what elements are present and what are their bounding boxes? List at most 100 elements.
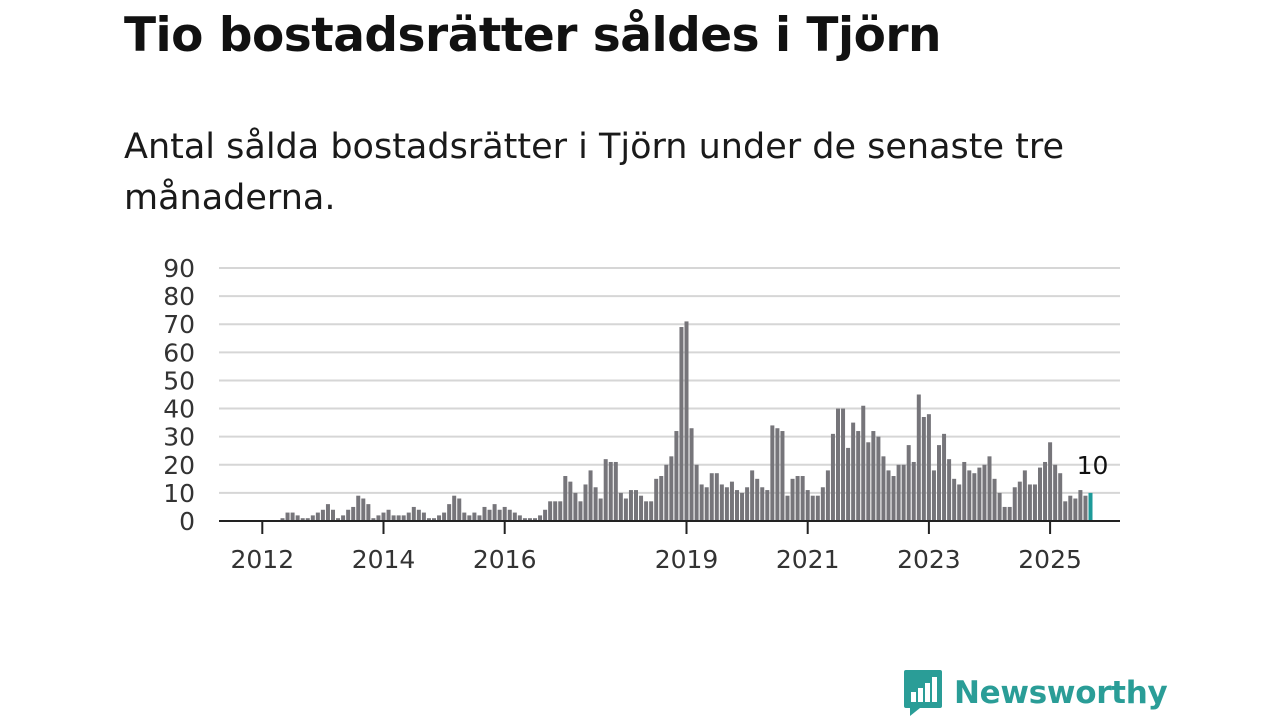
- bar: [432, 518, 436, 521]
- bar: [1078, 490, 1083, 521]
- bar: [533, 518, 537, 521]
- bar: [765, 490, 770, 521]
- bar: [896, 464, 901, 521]
- bar: [770, 425, 775, 521]
- bar: [351, 506, 356, 521]
- bar: [997, 492, 1002, 521]
- bar: [421, 512, 426, 521]
- bar: [972, 473, 977, 521]
- bar: [684, 321, 689, 521]
- bar: [911, 461, 916, 521]
- bar: [628, 490, 633, 521]
- bar: [482, 506, 487, 521]
- bar: [401, 515, 406, 521]
- bar: [522, 518, 527, 521]
- y-tick-label: 80: [163, 282, 195, 311]
- bar: [836, 408, 840, 521]
- bar: [992, 478, 997, 521]
- y-tick-label: 70: [163, 310, 195, 339]
- bar: [346, 509, 351, 521]
- bar: [437, 515, 442, 521]
- annotations: 10: [1077, 451, 1109, 480]
- y-tick-label: 60: [163, 338, 195, 367]
- bar: [1068, 495, 1073, 521]
- bar: [396, 515, 401, 521]
- bar: [548, 501, 553, 521]
- bar: [411, 506, 416, 521]
- brand-name: Newsworthy: [954, 675, 1168, 711]
- bar: [553, 501, 558, 521]
- bar: [320, 509, 325, 521]
- bar: [527, 518, 532, 521]
- y-tick-label: 10: [163, 479, 195, 508]
- bar: [285, 512, 290, 521]
- bar: [1012, 487, 1017, 521]
- bar: [982, 464, 987, 521]
- bar: [598, 498, 603, 521]
- bar: [830, 433, 835, 521]
- bar: [406, 512, 411, 521]
- bar: [931, 470, 936, 521]
- bar: [755, 478, 760, 521]
- bar: [669, 456, 674, 521]
- bar: [1048, 442, 1053, 521]
- bar: [805, 490, 810, 521]
- bar: [891, 476, 896, 521]
- bar: [386, 509, 391, 521]
- bar: [538, 515, 543, 521]
- x-tick-label: 2023: [897, 545, 961, 574]
- bar: [366, 504, 371, 521]
- bar: [457, 498, 462, 521]
- bar: [1063, 501, 1068, 521]
- bar: [659, 476, 664, 521]
- bar: [361, 498, 366, 521]
- bar: [1053, 464, 1058, 521]
- bars: [280, 321, 1093, 521]
- bar: [452, 495, 457, 521]
- bar: [901, 464, 906, 521]
- bar: [957, 484, 962, 521]
- bar: [517, 515, 522, 521]
- bar: [709, 473, 714, 521]
- bar: [336, 518, 341, 521]
- bar: [623, 498, 628, 521]
- x-tick-label: 2021: [776, 545, 840, 574]
- bar: [729, 481, 734, 521]
- bar: [280, 518, 285, 521]
- bar: [735, 490, 739, 521]
- bar: [477, 515, 482, 521]
- bar: [568, 481, 573, 521]
- bar: [977, 467, 982, 521]
- chart-subtitle: Antal sålda bostadsrätter i Tjörn under …: [124, 127, 1065, 218]
- bar: [512, 512, 517, 521]
- bar: [497, 509, 502, 521]
- bar: [820, 487, 825, 521]
- bar-chart-speech-bubble-icon: [904, 670, 942, 716]
- newsworthy-brand: Newsworthy: [902, 668, 1168, 718]
- bar: [724, 487, 729, 521]
- bar: [487, 509, 492, 521]
- bar: [795, 476, 800, 521]
- bar: [593, 487, 598, 521]
- y-tick-label: 90: [163, 254, 195, 283]
- bar: [467, 515, 472, 521]
- bar: [1083, 495, 1088, 521]
- bar: [815, 495, 820, 521]
- bar: [1007, 506, 1012, 521]
- bar: [916, 394, 921, 521]
- bar: [861, 405, 866, 521]
- bar: [810, 495, 815, 521]
- bar: [846, 447, 851, 521]
- bar: [719, 484, 724, 521]
- chart-title: Tio bostadsrätter såldes i Tjörn: [124, 8, 942, 63]
- bar: [573, 492, 578, 521]
- bar: [1017, 481, 1022, 521]
- bar: [300, 518, 305, 521]
- x-tick-label: 2014: [352, 545, 416, 574]
- bar: [1058, 473, 1063, 521]
- bar: [290, 512, 295, 521]
- bar: [881, 456, 886, 521]
- bar: [563, 476, 568, 521]
